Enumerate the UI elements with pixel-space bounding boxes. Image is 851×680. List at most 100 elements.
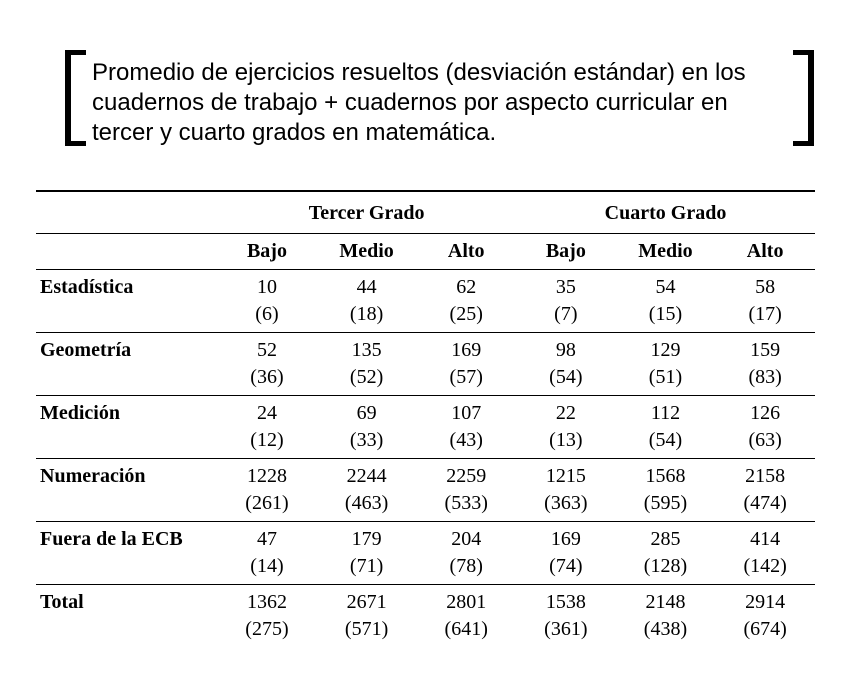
row-label: Total — [36, 585, 217, 648]
mean-cell: 129 — [616, 333, 716, 365]
sd-cell: (361) — [516, 616, 616, 647]
data-table: Tercer Grado Cuarto Grado Bajo Medio Alt… — [36, 190, 815, 647]
mean-cell: 98 — [516, 333, 616, 365]
level-header-row: Bajo Medio Alto Bajo Medio Alto — [36, 234, 815, 270]
sd-cell: (57) — [416, 364, 516, 396]
mean-cell: 62 — [416, 270, 516, 302]
row-label: Numeración — [36, 459, 217, 522]
sd-cell: (6) — [217, 301, 317, 333]
level-header: Medio — [616, 234, 716, 270]
sd-cell: (43) — [416, 427, 516, 459]
mean-cell: 58 — [715, 270, 815, 302]
mean-cell: 169 — [416, 333, 516, 365]
table-row: Medición246910722112126 — [36, 396, 815, 428]
sd-cell: (571) — [317, 616, 417, 647]
sd-cell: (363) — [516, 490, 616, 522]
sd-cell: (17) — [715, 301, 815, 333]
table-row: Geometría5213516998129159 — [36, 333, 815, 365]
slide-title-block: Promedio de ejercicios resueltos (desvia… — [36, 50, 815, 156]
table-row: Total136226712801153821482914 — [36, 585, 815, 617]
level-header: Bajo — [516, 234, 616, 270]
sd-cell: (63) — [715, 427, 815, 459]
sd-cell: (71) — [317, 553, 417, 585]
mean-cell: 2148 — [616, 585, 716, 617]
mean-cell: 2671 — [317, 585, 417, 617]
table-body: Estadística104462355458(6)(18)(25)(7)(15… — [36, 270, 815, 648]
mean-cell: 1362 — [217, 585, 317, 617]
sd-cell: (18) — [317, 301, 417, 333]
sd-cell: (78) — [416, 553, 516, 585]
mean-cell: 159 — [715, 333, 815, 365]
mean-cell: 2158 — [715, 459, 815, 491]
table-row: Fuera de la ECB47179204169285414 — [36, 522, 815, 554]
mean-cell: 44 — [317, 270, 417, 302]
row-label: Estadística — [36, 270, 217, 333]
sd-cell: (261) — [217, 490, 317, 522]
mean-cell: 54 — [616, 270, 716, 302]
mean-cell: 112 — [616, 396, 716, 428]
mean-cell: 2244 — [317, 459, 417, 491]
row-label: Fuera de la ECB — [36, 522, 217, 585]
sd-cell: (83) — [715, 364, 815, 396]
mean-cell: 1568 — [616, 459, 716, 491]
sd-cell: (533) — [416, 490, 516, 522]
mean-cell: 69 — [317, 396, 417, 428]
table-row: Numeración122822442259121515682158 — [36, 459, 815, 491]
sd-cell: (36) — [217, 364, 317, 396]
mean-cell: 1215 — [516, 459, 616, 491]
sd-cell: (474) — [715, 490, 815, 522]
sd-cell: (33) — [317, 427, 417, 459]
mean-cell: 204 — [416, 522, 516, 554]
level-header: Bajo — [217, 234, 317, 270]
sd-cell: (7) — [516, 301, 616, 333]
mean-cell: 169 — [516, 522, 616, 554]
slide-title: Promedio de ejercicios resueltos (desvia… — [86, 50, 793, 156]
sd-cell: (595) — [616, 490, 716, 522]
mean-cell: 126 — [715, 396, 815, 428]
sd-cell: (641) — [416, 616, 516, 647]
mean-cell: 35 — [516, 270, 616, 302]
sd-cell: (25) — [416, 301, 516, 333]
mean-cell: 24 — [217, 396, 317, 428]
sd-cell: (51) — [616, 364, 716, 396]
mean-cell: 2259 — [416, 459, 516, 491]
sd-cell: (438) — [616, 616, 716, 647]
level-header: Alto — [715, 234, 815, 270]
mean-cell: 22 — [516, 396, 616, 428]
sd-cell: (14) — [217, 553, 317, 585]
mean-cell: 47 — [217, 522, 317, 554]
table-row: Estadística104462355458 — [36, 270, 815, 302]
sd-cell: (463) — [317, 490, 417, 522]
left-bracket-icon — [64, 50, 86, 156]
sd-cell: (54) — [516, 364, 616, 396]
sd-cell: (128) — [616, 553, 716, 585]
sd-cell: (12) — [217, 427, 317, 459]
row-label: Geometría — [36, 333, 217, 396]
mean-cell: 2801 — [416, 585, 516, 617]
mean-cell: 414 — [715, 522, 815, 554]
mean-cell: 10 — [217, 270, 317, 302]
mean-cell: 1228 — [217, 459, 317, 491]
mean-cell: 1538 — [516, 585, 616, 617]
grade-header-row: Tercer Grado Cuarto Grado — [36, 191, 815, 234]
right-bracket-icon — [793, 50, 815, 156]
mean-cell: 107 — [416, 396, 516, 428]
grade-header: Tercer Grado — [217, 191, 516, 234]
sd-cell: (275) — [217, 616, 317, 647]
sd-cell: (142) — [715, 553, 815, 585]
sd-cell: (52) — [317, 364, 417, 396]
row-label: Medición — [36, 396, 217, 459]
mean-cell: 2914 — [715, 585, 815, 617]
grade-header: Cuarto Grado — [516, 191, 815, 234]
sd-cell: (15) — [616, 301, 716, 333]
sd-cell: (74) — [516, 553, 616, 585]
sd-cell: (674) — [715, 616, 815, 647]
mean-cell: 135 — [317, 333, 417, 365]
sd-cell: (54) — [616, 427, 716, 459]
mean-cell: 179 — [317, 522, 417, 554]
level-header: Alto — [416, 234, 516, 270]
level-header: Medio — [317, 234, 417, 270]
mean-cell: 52 — [217, 333, 317, 365]
sd-cell: (13) — [516, 427, 616, 459]
mean-cell: 285 — [616, 522, 716, 554]
